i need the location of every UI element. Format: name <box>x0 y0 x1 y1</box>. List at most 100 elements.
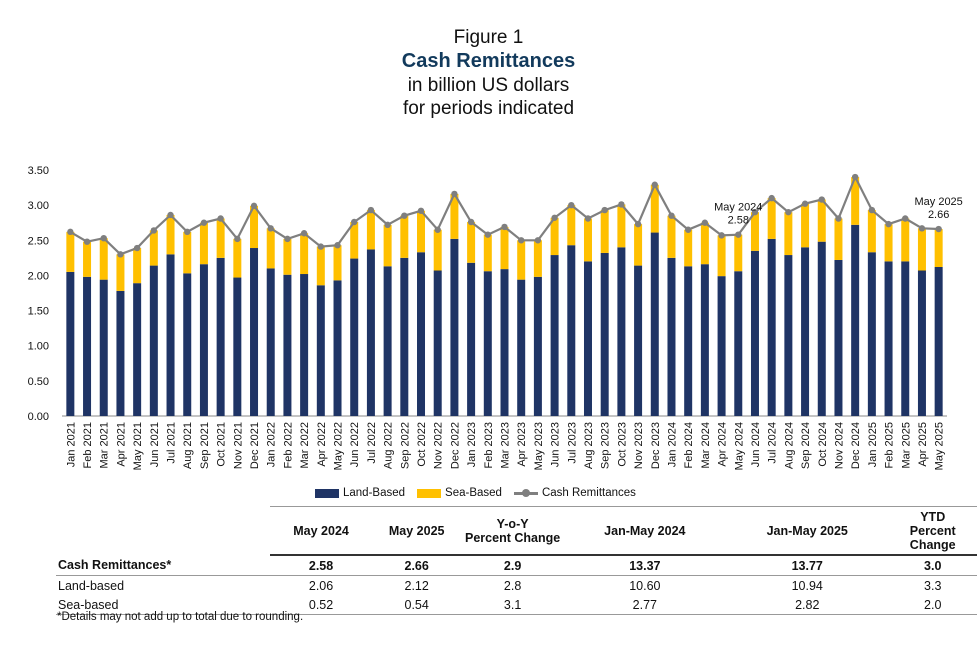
x-tick-label: Jun 2022 <box>349 422 361 467</box>
bar-land <box>366 249 375 416</box>
chart-legend: Land-Based Sea-Based Cash Remittances <box>315 487 642 499</box>
bar-sea <box>99 238 108 280</box>
bar-sea <box>450 193 459 239</box>
point-total <box>701 219 709 226</box>
bar-land <box>500 269 509 416</box>
bar-sea <box>867 210 876 253</box>
bar-land <box>700 264 709 416</box>
bar-land <box>316 285 325 416</box>
x-tick-label: May 2023 <box>533 422 545 470</box>
point-total <box>902 215 909 222</box>
x-tick-label: Mar 2024 <box>700 422 712 468</box>
x-tick-label: Jul 2024 <box>767 422 779 464</box>
bar-sea <box>283 238 292 275</box>
table-header: YTD Percent Change <box>888 506 977 556</box>
table-cell: 13.77 <box>726 555 889 576</box>
row-label: Land-based <box>58 578 125 593</box>
bar-sea <box>300 233 309 275</box>
x-tick-label: Jan 2025 <box>867 422 879 467</box>
bar-land <box>400 257 409 416</box>
x-tick-label: Jan 2024 <box>666 422 678 467</box>
x-tick-label: Jul 2022 <box>366 422 378 464</box>
bar-sea <box>801 203 810 248</box>
chart-subtitle-units: in billion US dollars <box>407 75 570 96</box>
y-tick-label: 1.00 <box>28 341 49 353</box>
point-total <box>534 237 542 244</box>
x-tick-label: Apr 2024 <box>717 422 729 467</box>
legend-item-land: Land-Based <box>315 487 405 499</box>
bar-sea <box>216 218 225 258</box>
bar-sea <box>133 248 142 284</box>
table-cell: 2.0 <box>888 595 977 615</box>
bar-land <box>567 245 576 416</box>
bar-sea <box>316 246 325 286</box>
point-total <box>835 215 842 222</box>
bar-sea <box>183 231 192 274</box>
table-header: May 2025 <box>371 506 462 556</box>
point-total <box>584 215 592 222</box>
table-row: Land-based 2.06 2.12 2.8 10.60 10.94 3.3 <box>56 576 977 596</box>
bar-sea <box>166 214 175 255</box>
point-total <box>801 200 809 207</box>
point-total <box>768 194 775 202</box>
point-total <box>300 230 308 237</box>
bar-land <box>684 266 693 416</box>
bar-land <box>901 261 910 416</box>
x-tick-label: Oct 2024 <box>817 422 829 467</box>
table-cell: 0.52 <box>270 595 372 615</box>
bar-sea <box>700 222 709 265</box>
y-tick-label: 2.00 <box>28 270 49 282</box>
bar-land <box>583 261 592 416</box>
bar-land <box>917 270 926 416</box>
table-cell: 0.54 <box>371 595 462 615</box>
x-tick-label: May 2025 <box>934 422 946 470</box>
point-total <box>234 235 241 243</box>
point-total <box>785 208 792 216</box>
point-total <box>250 202 258 210</box>
bar-sea <box>817 199 826 242</box>
point-total <box>401 212 408 219</box>
bar-sea <box>199 222 208 265</box>
x-tick-label: Apr 2022 <box>316 422 328 467</box>
bar-land <box>383 266 392 416</box>
point-total <box>735 231 742 238</box>
bar-land <box>801 247 810 416</box>
table-header: Y-o-Y Percent Change <box>461 506 564 556</box>
point-total <box>67 228 74 236</box>
x-tick-label: Feb 2025 <box>884 422 896 468</box>
x-tick-label: Aug 2022 <box>383 422 395 469</box>
bar-land <box>750 250 759 416</box>
bar-sea <box>684 229 693 267</box>
table-header-row: May 2024 May 2025 Y-o-Y Percent Change J… <box>56 506 977 556</box>
bar-land <box>817 241 826 416</box>
legend-swatch-total <box>513 488 538 498</box>
bar-sea <box>483 234 492 272</box>
bar-land <box>66 271 75 416</box>
x-tick-label: Jun 2024 <box>750 422 762 467</box>
x-tick-label: Apr 2023 <box>516 422 528 467</box>
x-tick-label: Jun 2023 <box>550 422 562 467</box>
point-total <box>133 244 141 252</box>
x-tick-label: May 2024 <box>733 422 745 470</box>
x-tick-label: Oct 2023 <box>616 422 628 467</box>
point-total <box>818 196 825 203</box>
bar-sea <box>717 235 726 277</box>
bar-land <box>767 238 776 416</box>
x-tick-label: Feb 2023 <box>483 422 495 468</box>
bar-land <box>934 266 943 416</box>
bar-land <box>667 257 676 416</box>
x-tick-label: Sep 2022 <box>399 422 411 469</box>
bar-sea <box>600 210 609 253</box>
bar-sea <box>934 229 943 267</box>
x-tick-label: Sep 2023 <box>600 422 612 469</box>
legend-item-sea: Sea-Based <box>417 487 502 499</box>
point-total <box>551 214 558 221</box>
bar-sea <box>400 215 409 258</box>
bar-sea <box>884 224 893 262</box>
x-tick-label: Nov 2022 <box>433 422 445 469</box>
point-total <box>467 218 475 226</box>
bar-land <box>350 258 359 416</box>
point-total <box>651 181 658 188</box>
table-row: Cash Remittances* 2.58 2.66 2.9 13.37 13… <box>56 555 977 576</box>
x-tick-label: Feb 2024 <box>683 422 695 468</box>
